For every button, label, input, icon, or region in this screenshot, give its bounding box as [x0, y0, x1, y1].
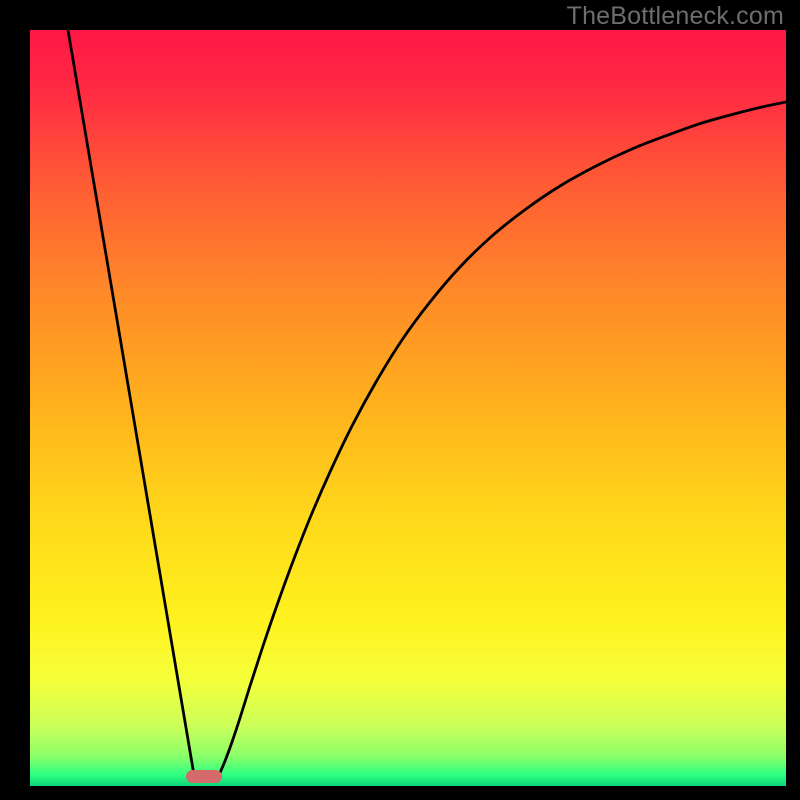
- left-v-line: [68, 30, 194, 775]
- chart-container: TheBottleneck.com: [0, 0, 800, 800]
- plot-area: [30, 30, 786, 786]
- curve-overlay: [30, 30, 786, 786]
- right-asymptote-curve: [219, 102, 786, 775]
- bottleneck-marker: [186, 770, 222, 783]
- watermark-text: TheBottleneck.com: [567, 2, 784, 31]
